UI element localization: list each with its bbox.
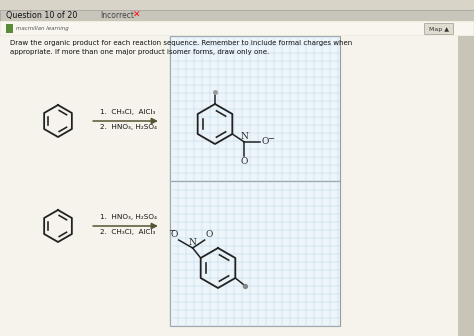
Text: 1.  HNO₃, H₂SO₄: 1. HNO₃, H₂SO₄ — [100, 214, 157, 220]
FancyBboxPatch shape — [458, 36, 474, 336]
FancyBboxPatch shape — [0, 0, 474, 10]
Text: Draw the organic product for each reaction sequence. Remember to include formal : Draw the organic product for each reacti… — [10, 40, 352, 55]
Text: O: O — [206, 230, 213, 239]
Text: macmillan learning: macmillan learning — [16, 26, 69, 31]
Text: O: O — [261, 137, 269, 146]
Text: Incorrect: Incorrect — [100, 11, 134, 20]
Text: N: N — [240, 132, 248, 141]
Text: Question 10 of 20: Question 10 of 20 — [6, 11, 77, 20]
FancyBboxPatch shape — [6, 24, 13, 33]
Text: Map ▲: Map ▲ — [429, 27, 449, 32]
Text: 1.  CH₃Cl,  AlCl₃: 1. CH₃Cl, AlCl₃ — [100, 109, 155, 115]
Text: 2.  CH₃Cl,  AlCl₃: 2. CH₃Cl, AlCl₃ — [100, 229, 155, 235]
FancyBboxPatch shape — [0, 36, 458, 336]
FancyBboxPatch shape — [170, 181, 340, 326]
Text: N: N — [189, 238, 197, 247]
Text: −: − — [168, 226, 175, 235]
FancyBboxPatch shape — [0, 21, 474, 36]
Text: ✕: ✕ — [133, 11, 140, 20]
Text: O: O — [241, 157, 248, 166]
FancyBboxPatch shape — [0, 10, 474, 21]
FancyBboxPatch shape — [425, 24, 454, 35]
Text: −: − — [267, 134, 274, 143]
FancyBboxPatch shape — [170, 36, 340, 181]
Text: O: O — [170, 230, 178, 239]
Text: 2.  HNO₃, H₂SO₄: 2. HNO₃, H₂SO₄ — [100, 124, 157, 130]
